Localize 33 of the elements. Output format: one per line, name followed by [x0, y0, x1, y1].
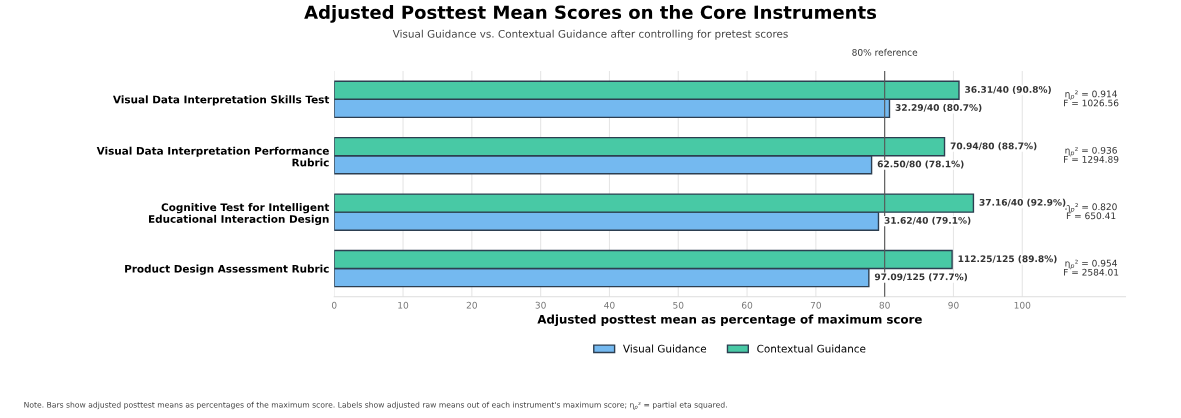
- data-label: 32.29/40 (80.7%): [895, 103, 982, 112]
- data-label: 36.31/40 (90.8%): [965, 85, 1051, 94]
- x-tick-label: 40: [604, 301, 615, 309]
- x-tick-label: 90: [948, 301, 959, 309]
- x-tick-label: 70: [810, 301, 822, 309]
- annotation: η$_{p}$² = 0.914 F = 1026.56: [1064, 90, 1119, 107]
- data-label: 97.09/125 (77.7%): [874, 273, 968, 282]
- annotation: η$_{p}$² = 0.936 F = 1294.89: [1064, 146, 1119, 163]
- x-tick-label: 10: [398, 301, 409, 309]
- data-label: 31.62/40 (79.1%): [884, 216, 971, 225]
- data-label: 70.94/80 (88.7%): [950, 142, 1037, 151]
- y-tick-label: Cognitive Test for Intelligent Educational Interaction Design: [149, 203, 330, 225]
- x-axis-title: Adjusted posttest mean as percentage of maximum score: [537, 314, 922, 327]
- y-tick-label: Visual Data Interpretation Skills Test: [112, 95, 330, 106]
- x-tick-label: 100: [1014, 301, 1031, 309]
- legend-label: Contextual Guidance: [757, 344, 866, 353]
- data-label: 62.50/80 (78.1%): [877, 160, 964, 169]
- legend-label: Visual Guidance: [623, 344, 707, 353]
- x-tick-label: 50: [673, 301, 684, 309]
- x-tick-label: 20: [466, 301, 477, 309]
- data-label: 37.16/40 (92.9%): [979, 198, 1066, 207]
- y-tick-label: Product Design Assessment Rubric: [125, 264, 329, 275]
- x-tick-label: 0: [331, 301, 337, 309]
- chart-title: Adjusted Posttest Mean Scores on the Core Instruments: [304, 5, 877, 23]
- x-tick-label: 30: [535, 301, 546, 309]
- y-tick-label: Visual Data Interpretation Performance Rubric: [96, 146, 329, 167]
- x-tick-label: 60: [741, 301, 753, 309]
- x-tick-label: 80: [879, 301, 890, 309]
- ref-line-label: 80% reference: [852, 48, 918, 56]
- data-label: 112.25/125 (89.8%): [958, 255, 1057, 264]
- annotation: η$_{p}$² = 0.820 F = 650.41: [1065, 203, 1117, 220]
- annotation: η$_{p}$² = 0.954 F = 2584.01: [1064, 259, 1119, 276]
- chart-subtitle: Visual Guidance vs. Contextual Guidance after controlling for pretest scores: [392, 29, 788, 40]
